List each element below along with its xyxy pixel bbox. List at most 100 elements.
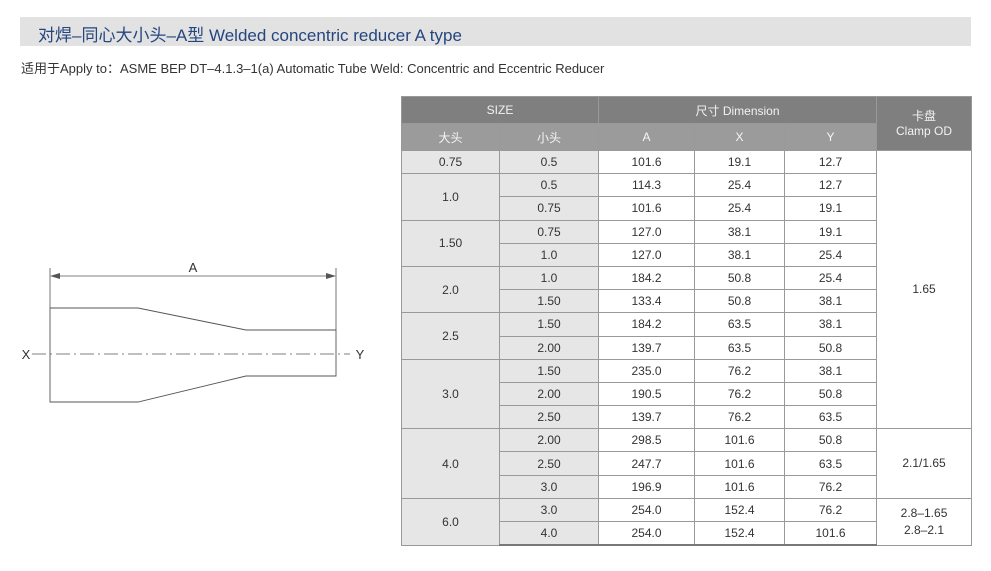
dim-a-cell: 235.0 [598,358,696,383]
small-end-cell: 4.0 [498,521,600,547]
dim-a-cell: 254.0 [598,497,696,523]
small-end-cell: 1.50 [498,312,600,337]
dim-y-cell: 63.5 [784,451,878,476]
apply-to-text: ASME BEP DT–4.1.3–1(a) Automatic Tube We… [119,61,605,76]
dim-a-cell: 139.7 [598,335,696,360]
dim-y-cell: 19.1 [784,219,878,244]
dim-x-cell: 152.4 [694,521,786,547]
reducer-drawing: A X Y [22,260,365,403]
dim-x-cell: 152.4 [694,497,786,523]
dim-x-cell: 76.2 [694,405,786,430]
table-row: 3.0 196.9 101.6 76.2 [402,474,972,499]
dim-a-cell: 139.7 [598,405,696,430]
clamp-od-value: 2.1/1.65 [902,456,946,471]
dim-y-cell: 38.1 [784,358,878,383]
table-row: 0.75 101.6 25.4 19.1 [402,196,972,221]
arrow-right-icon [326,273,336,279]
table-row: 2.50 247.7 101.6 63.5 [402,451,972,476]
clamp-od-header: 卡盘 Clamp OD [876,96,973,151]
dim-a-cell: 298.5 [598,428,696,453]
table-row: 6.0 3.0 254.0 152.4 76.2 2.8–1.65 2.8–2.1 [401,497,973,546]
small-end-cell: 3.0 [498,474,600,499]
large-end-cell: 1.50 [401,219,500,267]
large-end-cell: 2.0 [401,265,500,314]
centerline-label-x: X [22,347,31,362]
dim-a-cell: 184.2 [598,312,696,337]
dim-x-cell: 50.8 [694,289,786,314]
dim-x-cell: 25.4 [694,196,786,221]
dim-a-cell: 247.7 [598,451,696,476]
col-header-y: Y [784,123,878,151]
dim-x-cell: 19.1 [694,149,786,175]
table-row: 1.50 133.4 50.8 38.1 [402,289,972,314]
dim-y-cell: 101.6 [784,521,878,547]
large-end-cell: 1.0 [401,173,500,221]
dim-x-cell: 63.5 [694,312,786,337]
dim-y-cell: 50.8 [784,428,878,453]
dim-a-cell: 127.0 [598,219,696,244]
table-row: 0.75 0.5 101.6 19.1 12.7 1.65 [401,149,973,430]
large-end-cell: 2.5 [401,312,500,360]
dim-a-cell: 184.2 [598,265,696,291]
table-row: 2.5 1.50 184.2 63.5 38.1 [401,312,972,360]
table-row: 4.0 2.00 298.5 101.6 50.8 2.1/1.65 [401,428,973,499]
dim-a-cell: 101.6 [598,149,696,175]
small-end-cell: 0.5 [498,173,600,198]
dim-y-cell: 63.5 [784,405,878,430]
small-end-cell: 1.0 [498,242,600,267]
dim-a-cell: 127.0 [598,242,696,267]
dim-x-cell: 25.4 [694,173,786,198]
dim-y-cell: 76.2 [784,497,878,523]
clamp-header-line2: Clamp OD [896,123,953,138]
clamp-od-cell: 1.65 [876,149,973,430]
clamp-header-line1: 卡盘 [912,108,937,123]
dim-x-cell: 63.5 [694,335,786,360]
dim-y-cell: 25.4 [784,265,878,291]
small-end-cell: 2.00 [498,335,600,360]
large-end-cell: 3.0 [401,358,500,430]
dim-a-cell: 254.0 [598,521,696,547]
table-row: 4.0 254.0 152.4 101.6 [402,521,972,547]
small-end-cell: 2.00 [498,428,600,453]
dimension-label-a: A [189,260,198,275]
title-bar: 对焊–同心大小头–A型 Welded concentric reducer A … [20,17,971,46]
small-end-cell: 1.0 [498,265,600,291]
dim-x-cell: 76.2 [694,358,786,383]
clamp-od-cell: 2.1/1.65 [876,428,973,499]
small-end-cell: 1.50 [498,289,600,314]
dim-x-cell: 76.2 [694,381,786,407]
clamp-od-value: 1.65 [912,282,936,297]
clamp-od-cell: 2.8–1.65 2.8–2.1 [876,497,973,546]
table-row: 1.50 0.75 127.0 38.1 19.1 [401,219,972,267]
col-header-large-end: 大头 [401,123,500,151]
small-end-cell: 2.50 [498,451,600,476]
dim-y-cell: 50.8 [784,381,878,407]
dim-y-cell: 38.1 [784,312,878,337]
clamp-od-value: 2.8–1.65 [900,505,948,520]
dim-x-cell: 38.1 [694,219,786,244]
small-end-cell: 2.00 [498,381,600,407]
dim-a-cell: 101.6 [598,196,696,221]
centerline-label-y: Y [356,347,365,362]
dim-x-cell: 50.8 [694,265,786,291]
dim-y-cell: 19.1 [784,196,878,221]
col-header-small-end: 小头 [498,123,600,151]
col-header-a: A [598,123,696,151]
small-end-cell: 0.5 [498,149,600,175]
large-end-cell: 0.75 [401,149,500,175]
dim-y-cell: 25.4 [784,242,878,267]
dim-a-cell: 133.4 [598,289,696,314]
apply-to-label: 适用于Apply to： [21,61,120,76]
dim-a-cell: 114.3 [598,173,696,198]
page-title: 对焊–同心大小头–A型 Welded concentric reducer A … [38,26,462,45]
small-end-cell: 0.75 [498,196,600,221]
large-end-cell: 4.0 [401,428,500,499]
small-end-cell: 1.50 [498,358,600,383]
reducer-outline [49,307,337,403]
arrow-left-icon [50,273,60,279]
dim-a-cell: 196.9 [598,474,696,499]
table-row: 1.0 127.0 38.1 25.4 [402,242,972,267]
spec-table-body: 0.75 0.5 101.6 19.1 12.7 1.65 1.0 0.5 114.3 25.4 1… [401,149,973,547]
dim-y-cell: 12.7 [784,149,878,175]
small-end-cell: 3.0 [498,497,600,523]
